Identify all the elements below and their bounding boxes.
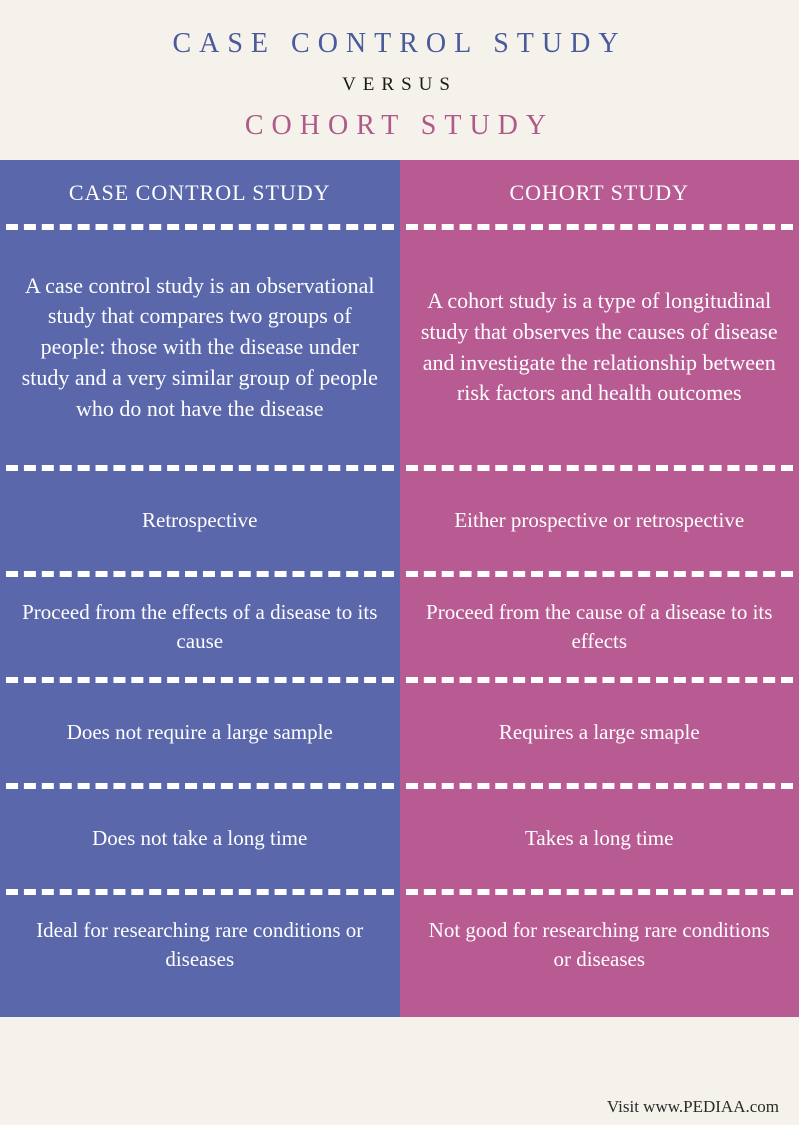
cell-right-definition: A cohort study is a type of longitudinal… xyxy=(400,230,799,465)
cell-right-direction: Proceed from the cause of a disease to i… xyxy=(400,577,799,677)
page-header: CASE CONTROL STUDY VERSUS COHORT STUDY xyxy=(0,0,799,160)
cell-left-sample: Does not require a large sample xyxy=(0,683,400,783)
title-case-control: CASE CONTROL STUDY xyxy=(20,28,779,60)
title-cohort: COHORT STUDY xyxy=(20,110,779,142)
cell-left-duration: Does not take a long time xyxy=(0,789,400,889)
cell-right-timing: Either prospective or retrospective xyxy=(400,471,799,571)
column-case-control: CASE CONTROL STUDY A case control study … xyxy=(0,160,400,1017)
cell-right-sample: Requires a large smaple xyxy=(400,683,799,783)
comparison-columns: CASE CONTROL STUDY A case control study … xyxy=(0,160,799,1017)
cell-left-direction: Proceed from the effects of a disease to… xyxy=(0,577,400,677)
cell-left-rare: Ideal for researching rare conditions or… xyxy=(0,895,400,995)
column-header-left: CASE CONTROL STUDY xyxy=(0,160,400,224)
column-header-right: COHORT STUDY xyxy=(400,160,799,224)
title-versus: VERSUS xyxy=(20,74,779,96)
column-cohort: COHORT STUDY A cohort study is a type of… xyxy=(400,160,799,1017)
cell-left-timing: Retrospective xyxy=(0,471,400,571)
cell-left-definition: A case control study is an observational… xyxy=(0,230,400,465)
footer-credit: Visit www.PEDIAA.com xyxy=(607,1097,779,1117)
cell-right-duration: Takes a long time xyxy=(400,789,799,889)
cell-right-rare: Not good for researching rare conditions… xyxy=(400,895,799,995)
